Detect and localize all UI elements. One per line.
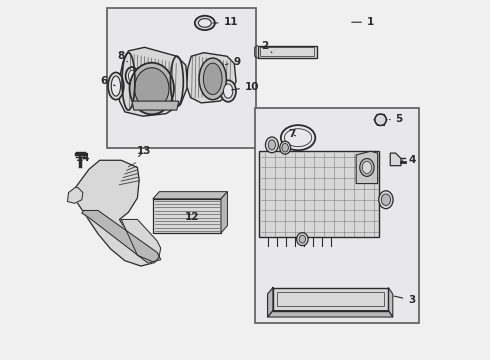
- Text: 11: 11: [213, 17, 238, 27]
- Ellipse shape: [280, 141, 291, 154]
- Text: 1: 1: [352, 17, 374, 27]
- Polygon shape: [68, 187, 83, 203]
- Ellipse shape: [379, 191, 393, 209]
- Ellipse shape: [203, 63, 222, 95]
- Polygon shape: [356, 151, 378, 184]
- Ellipse shape: [375, 114, 386, 126]
- Polygon shape: [119, 47, 188, 116]
- Text: 10: 10: [232, 82, 260, 92]
- Text: 4: 4: [402, 155, 416, 165]
- Ellipse shape: [125, 67, 139, 85]
- Text: 9: 9: [225, 57, 241, 67]
- Text: 6: 6: [101, 76, 115, 86]
- Ellipse shape: [195, 16, 215, 30]
- Ellipse shape: [360, 158, 374, 176]
- Text: 2: 2: [261, 41, 272, 53]
- Ellipse shape: [128, 70, 136, 82]
- Bar: [107, 8, 256, 148]
- Text: 13: 13: [137, 146, 151, 157]
- Polygon shape: [153, 192, 227, 199]
- Polygon shape: [187, 53, 236, 103]
- Ellipse shape: [111, 76, 121, 96]
- Bar: [273, 288, 389, 311]
- Polygon shape: [268, 311, 393, 317]
- Polygon shape: [258, 45, 317, 58]
- Polygon shape: [389, 288, 393, 317]
- Bar: [277, 292, 384, 306]
- Ellipse shape: [220, 80, 236, 102]
- Ellipse shape: [269, 140, 275, 150]
- Ellipse shape: [282, 143, 289, 152]
- Polygon shape: [221, 192, 227, 233]
- Ellipse shape: [198, 19, 211, 27]
- Ellipse shape: [299, 235, 306, 243]
- Bar: [153, 199, 221, 233]
- Text: 5: 5: [390, 114, 403, 124]
- Text: 12: 12: [185, 212, 199, 221]
- Text: 8: 8: [117, 51, 127, 62]
- Ellipse shape: [199, 58, 226, 100]
- Polygon shape: [132, 101, 179, 110]
- Ellipse shape: [266, 137, 278, 153]
- Ellipse shape: [108, 72, 124, 100]
- Text: 7: 7: [288, 129, 295, 139]
- Text: 3: 3: [394, 295, 416, 305]
- Ellipse shape: [129, 63, 174, 114]
- Polygon shape: [82, 211, 161, 263]
- Bar: [255, 108, 419, 323]
- Polygon shape: [268, 288, 273, 317]
- Ellipse shape: [135, 68, 169, 109]
- Ellipse shape: [223, 84, 233, 98]
- Bar: [259, 151, 379, 237]
- Polygon shape: [390, 153, 401, 166]
- Ellipse shape: [362, 161, 371, 174]
- Ellipse shape: [381, 194, 391, 206]
- Text: 14: 14: [76, 153, 90, 163]
- Polygon shape: [76, 160, 155, 266]
- Polygon shape: [122, 220, 161, 262]
- Ellipse shape: [296, 233, 308, 246]
